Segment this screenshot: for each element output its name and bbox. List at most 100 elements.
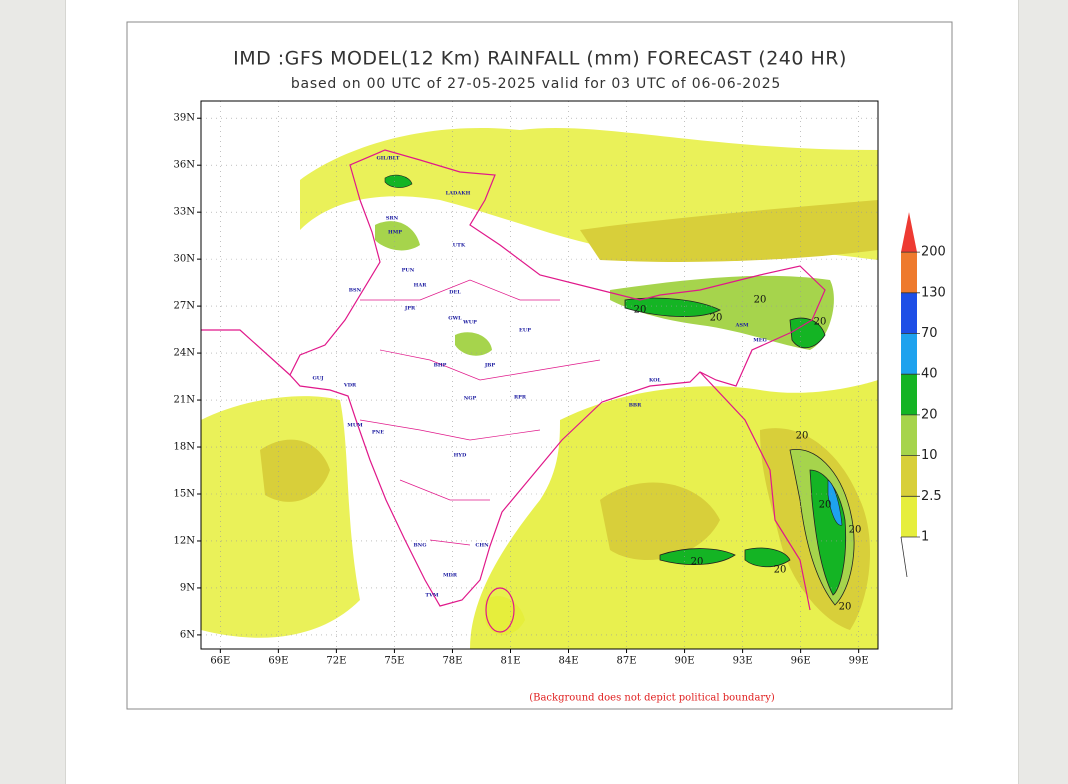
lat-tick-label: 18N (174, 442, 196, 453)
contour-label: 20 (710, 313, 723, 324)
station-label: MDR (443, 573, 458, 579)
map-border (200, 100, 879, 650)
rain-area (600, 482, 720, 560)
lat-tick-label: 24N (174, 348, 196, 359)
lon-tick-label: 96E (791, 656, 811, 667)
station-label: RPR (514, 395, 527, 401)
station-label: EUP (519, 328, 531, 334)
contour-label: 20 (774, 565, 787, 576)
rain-area (624, 297, 721, 317)
lon-tick-label: 75E (384, 656, 404, 667)
station-label: JPR (404, 306, 416, 312)
rain-area (827, 479, 843, 526)
station-label: GWL (448, 316, 462, 322)
legend-label: 1 (921, 530, 929, 545)
legend-label: 20 (921, 407, 938, 422)
station-label: MEG (753, 338, 767, 344)
legend-swatch (901, 292, 917, 334)
legend-swatch (901, 455, 917, 497)
legend-swatch (901, 252, 917, 293)
lon-tick-label: 78E (442, 656, 462, 667)
legend-label: 70 (921, 326, 938, 341)
lon-tick-label: 72E (326, 656, 346, 667)
legend-arrow (901, 212, 917, 253)
station-label: TVM (425, 593, 439, 599)
lon-tick-label: 66E (210, 656, 230, 667)
station-label: LADAKH (446, 191, 471, 197)
station-label: UTK (453, 243, 466, 249)
contour-label: 20 (814, 317, 827, 328)
contour-label: 20 (839, 602, 852, 613)
legend-swatch (901, 414, 917, 456)
station-label: MUM (347, 423, 363, 429)
station-label: BSN (349, 288, 362, 294)
lat-tick-label: 33N (174, 207, 196, 218)
title: IMD :GFS MODEL(12 Km) RAINFALL (mm) FORE… (233, 48, 847, 70)
rain-area (580, 200, 878, 262)
legend-swatch (901, 333, 917, 375)
rain-area (384, 174, 413, 188)
note: (Background does not depict political bo… (529, 693, 775, 704)
lon-tick-label: 84E (558, 656, 578, 667)
station-label: HAR (414, 283, 428, 289)
station-label: PNE (372, 430, 384, 436)
rain-area (485, 596, 525, 635)
lat-tick-label: 39N (174, 113, 196, 124)
lat-tick-label: 6N (180, 629, 195, 640)
rain-area (260, 439, 330, 502)
station-label: HMP (388, 230, 402, 236)
lat-tick-label: 21N (174, 395, 196, 406)
station-label: SRN (386, 216, 399, 222)
lat-tick-label: 30N (174, 254, 196, 265)
rain-area (744, 547, 791, 568)
station-label: WUP (462, 320, 477, 326)
lat-tick-label: 12N (174, 535, 196, 546)
lat-tick-label: 36N (174, 160, 196, 171)
rain-area (789, 317, 826, 349)
rain-area (659, 548, 736, 565)
lon-tick-label: 87E (617, 656, 637, 667)
station-label: ASM (734, 323, 748, 329)
lon-tick-label: 90E (675, 656, 695, 667)
lat-tick-label: 27N (174, 301, 196, 312)
legend-swatch (901, 374, 917, 415)
station-label: KOL (649, 378, 662, 384)
lon-tick-label: 93E (733, 656, 753, 667)
station-label: JBP (484, 363, 496, 369)
lat-tick-label: 9N (180, 582, 195, 593)
station-label: BBR (629, 403, 642, 409)
station-label: GIL/BLT (376, 156, 399, 162)
legend-label: 200 (921, 245, 946, 260)
contour-label: 20 (849, 525, 862, 536)
station-label: HYD (454, 453, 467, 459)
station-label: VDR (343, 383, 357, 389)
station-label: GUJ (313, 376, 325, 382)
subtitle: based on 00 UTC of 27-05-2025 valid for … (291, 76, 781, 92)
rain-area (375, 221, 420, 251)
lat-tick-label: 15N (174, 488, 196, 499)
state-boundary (359, 279, 601, 546)
legend-label: 2.5 (921, 489, 942, 504)
station-label: PUN (402, 268, 415, 274)
station-label: NGP (464, 396, 477, 402)
legend-stub (900, 536, 908, 578)
legend-swatch (901, 496, 917, 537)
country-boundary (201, 329, 291, 376)
legend-label: 40 (921, 367, 938, 382)
contour-label: 20 (691, 557, 704, 568)
legend-label: 10 (921, 448, 938, 463)
lon-tick-label: 69E (268, 656, 288, 667)
country-boundary (289, 149, 826, 607)
station-label: BNG (413, 543, 426, 549)
station-label: DEL (449, 290, 461, 296)
country-boundary (485, 587, 515, 633)
contour-label: 20 (634, 305, 647, 316)
country-boundary (699, 371, 811, 611)
rain-area (455, 332, 492, 356)
legend-label: 130 (921, 285, 946, 300)
contour-label: 20 (819, 500, 832, 511)
contour-label: 20 (754, 295, 767, 306)
station-label: BHP (434, 363, 447, 369)
